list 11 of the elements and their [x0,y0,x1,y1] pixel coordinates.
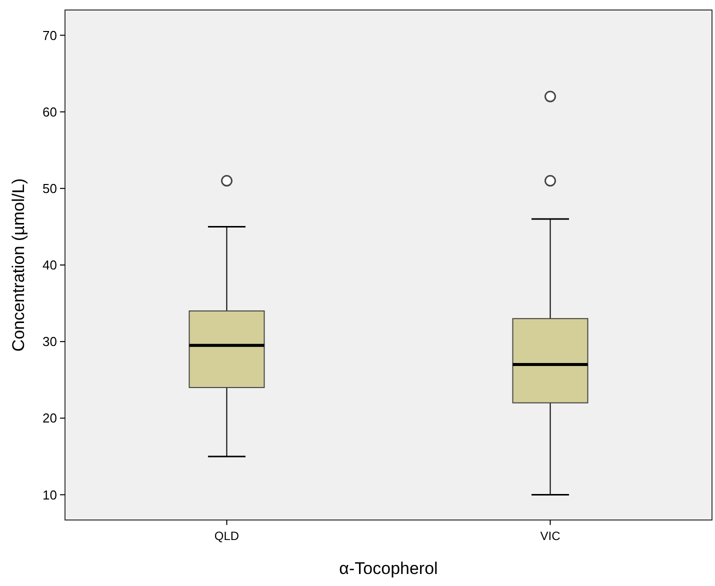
y-tick-label: 30 [42,334,57,350]
y-tick-label: 50 [42,180,57,196]
y-tick-label: 70 [42,28,57,43]
x-tick-label: QLD [214,529,240,543]
y-tick-label: 10 [42,487,57,502]
x-axis-title: α-Tocopherol [339,559,438,578]
x-tick-label: VIC [540,529,561,543]
y-axis-title: Concentration (µmol/L) [9,178,28,352]
y-tick-label: 40 [42,258,57,273]
y-tick-label: 20 [42,410,57,426]
y-tick-label: 60 [42,104,57,120]
